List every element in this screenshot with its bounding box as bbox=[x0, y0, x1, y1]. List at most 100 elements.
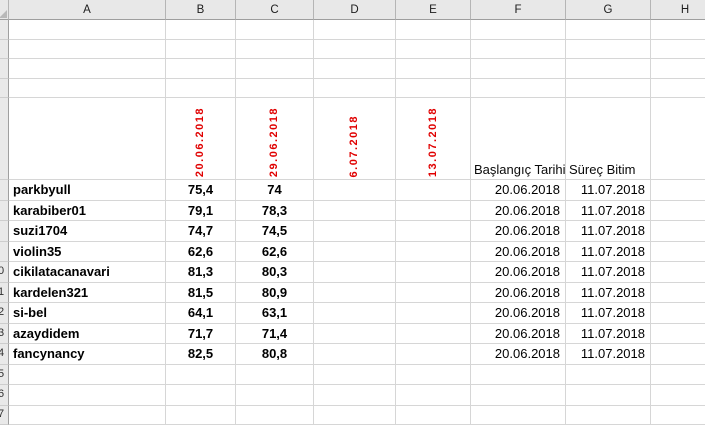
cell-empty[interactable] bbox=[566, 364, 651, 385]
row-header[interactable]: 1 bbox=[0, 282, 9, 303]
cell-empty[interactable] bbox=[166, 364, 236, 385]
cell-empty[interactable] bbox=[651, 79, 705, 98]
cell-empty[interactable] bbox=[9, 59, 166, 79]
select-all-corner[interactable] bbox=[0, 0, 9, 20]
row-header[interactable]: 6 bbox=[0, 385, 9, 406]
row-header[interactable] bbox=[0, 241, 9, 262]
column-header-g[interactable]: G bbox=[566, 0, 651, 20]
cell-end-date[interactable]: 11.07.2018 bbox=[566, 344, 651, 365]
cell-score-c[interactable]: 80,8 bbox=[236, 344, 314, 365]
cell-empty[interactable] bbox=[651, 40, 705, 59]
row-header[interactable] bbox=[0, 20, 9, 40]
cell-score-b[interactable]: 82,5 bbox=[166, 344, 236, 365]
row-header[interactable] bbox=[0, 78, 9, 98]
cell-empty[interactable] bbox=[314, 405, 396, 425]
cell-empty[interactable] bbox=[651, 303, 705, 324]
cell-score-b[interactable]: 64,1 bbox=[166, 303, 236, 324]
cell-empty[interactable] bbox=[314, 200, 396, 221]
cell-empty[interactable] bbox=[396, 385, 471, 406]
cell-empty[interactable] bbox=[396, 405, 471, 425]
cell-empty[interactable] bbox=[651, 201, 705, 221]
cell-empty[interactable] bbox=[471, 405, 566, 425]
cell-end-date[interactable]: 11.07.2018 bbox=[566, 262, 651, 283]
cell-rotated-date-header[interactable]: 6.07.2018 bbox=[314, 98, 396, 180]
cell-empty[interactable] bbox=[9, 20, 166, 40]
cell-start-date[interactable]: 20.06.2018 bbox=[471, 200, 566, 221]
cell-start-date[interactable]: 20.06.2018 bbox=[471, 323, 566, 344]
cell-empty[interactable] bbox=[166, 59, 236, 79]
column-header-e[interactable]: E bbox=[396, 0, 471, 20]
cell-empty[interactable] bbox=[314, 282, 396, 303]
cell-start-date[interactable]: 20.06.2018 bbox=[471, 221, 566, 242]
cell-empty[interactable] bbox=[314, 241, 396, 262]
cell-username[interactable]: si-bel bbox=[9, 303, 166, 324]
cell-empty[interactable] bbox=[396, 303, 471, 324]
cell-empty[interactable] bbox=[566, 78, 651, 98]
cell-score-b[interactable]: 75,4 bbox=[166, 180, 236, 201]
row-header[interactable]: 3 bbox=[0, 323, 9, 344]
cell-username[interactable]: suzi1704 bbox=[9, 221, 166, 242]
cell-empty[interactable] bbox=[396, 344, 471, 365]
row-header[interactable] bbox=[0, 200, 9, 221]
cell-empty[interactable] bbox=[314, 59, 396, 79]
cell-empty[interactable] bbox=[314, 303, 396, 324]
cell-score-b[interactable]: 81,3 bbox=[166, 262, 236, 283]
cell-rotated-date-header[interactable]: 20.06.2018 bbox=[166, 98, 236, 180]
cell-username[interactable]: violin35 bbox=[9, 241, 166, 262]
cell-empty[interactable] bbox=[236, 59, 314, 79]
column-header-a[interactable]: A bbox=[9, 0, 166, 20]
cell-empty[interactable] bbox=[471, 364, 566, 385]
cell-empty[interactable] bbox=[396, 39, 471, 59]
cell-empty[interactable] bbox=[471, 20, 566, 40]
cell-start-date[interactable]: 20.06.2018 bbox=[471, 344, 566, 365]
cell-empty[interactable] bbox=[651, 59, 705, 79]
cell-empty[interactable] bbox=[314, 262, 396, 283]
cell-empty[interactable] bbox=[566, 385, 651, 406]
cell-empty[interactable] bbox=[314, 180, 396, 201]
cell-empty[interactable] bbox=[396, 78, 471, 98]
cell-end-date[interactable]: 11.07.2018 bbox=[566, 323, 651, 344]
cell-end-date-column-label[interactable]: Süreç Bitim bbox=[566, 98, 651, 180]
cell-end-date[interactable]: 11.07.2018 bbox=[566, 221, 651, 242]
row-header[interactable] bbox=[0, 59, 9, 79]
row-header[interactable] bbox=[0, 98, 9, 180]
cell-empty[interactable] bbox=[166, 385, 236, 406]
cell-start-date[interactable]: 20.06.2018 bbox=[471, 241, 566, 262]
cell-empty[interactable] bbox=[166, 78, 236, 98]
cell-empty[interactable] bbox=[9, 39, 166, 59]
cell-end-date[interactable]: 11.07.2018 bbox=[566, 303, 651, 324]
cell-empty[interactable] bbox=[651, 324, 705, 344]
cell-score-c[interactable]: 80,3 bbox=[236, 262, 314, 283]
cell-empty[interactable] bbox=[314, 221, 396, 242]
cell-empty[interactable] bbox=[651, 365, 705, 385]
cell-end-date[interactable]: 11.07.2018 bbox=[566, 200, 651, 221]
cell-empty[interactable] bbox=[566, 20, 651, 40]
cell-empty[interactable] bbox=[471, 78, 566, 98]
cell-empty[interactable] bbox=[166, 20, 236, 40]
row-header[interactable]: 7 bbox=[0, 405, 9, 425]
cell-username[interactable]: cikilatacanavari bbox=[9, 262, 166, 283]
cell-empty[interactable] bbox=[396, 200, 471, 221]
cell-empty[interactable] bbox=[651, 262, 705, 283]
cell-empty[interactable] bbox=[651, 406, 705, 425]
cell-empty[interactable] bbox=[9, 385, 166, 406]
cell-empty[interactable] bbox=[396, 221, 471, 242]
cell-score-c[interactable]: 80,9 bbox=[236, 282, 314, 303]
cell-score-c[interactable]: 62,6 bbox=[236, 241, 314, 262]
cell-empty[interactable] bbox=[314, 385, 396, 406]
cell-empty[interactable] bbox=[314, 20, 396, 40]
cell-empty[interactable] bbox=[396, 180, 471, 201]
cell-empty[interactable] bbox=[651, 283, 705, 303]
cell-empty[interactable] bbox=[396, 59, 471, 79]
column-header-b[interactable]: B bbox=[166, 0, 236, 20]
cell-score-c[interactable]: 63,1 bbox=[236, 303, 314, 324]
cell-start-date[interactable]: 20.06.2018 bbox=[471, 303, 566, 324]
cell-start-date[interactable]: 20.06.2018 bbox=[471, 262, 566, 283]
cell-empty[interactable] bbox=[236, 364, 314, 385]
cell-empty[interactable] bbox=[651, 98, 705, 180]
cell-empty[interactable] bbox=[9, 98, 166, 180]
cell-empty[interactable] bbox=[471, 39, 566, 59]
cell-empty[interactable] bbox=[566, 405, 651, 425]
column-header-c[interactable]: C bbox=[236, 0, 314, 20]
cell-empty[interactable] bbox=[166, 405, 236, 425]
